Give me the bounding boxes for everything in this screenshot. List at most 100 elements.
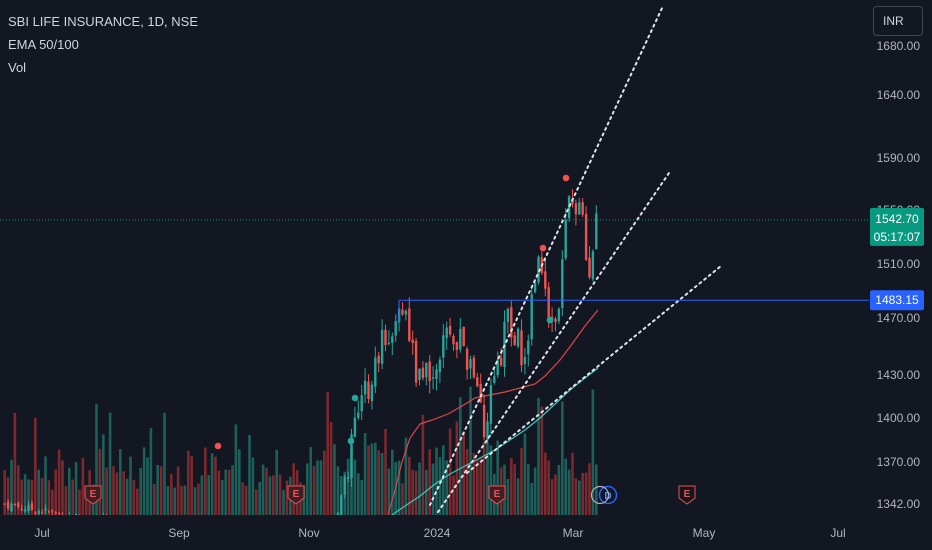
volume-bar xyxy=(112,466,115,515)
volume-bar xyxy=(550,479,554,515)
time-axis[interactable]: Jul Sep Nov 2024 Mar May Jul xyxy=(0,515,932,550)
candle-body xyxy=(455,342,459,350)
volume-bar xyxy=(13,412,17,515)
volume-bar xyxy=(105,467,108,515)
candle-body xyxy=(442,335,445,358)
volume-bar xyxy=(397,460,401,515)
candle-body xyxy=(554,318,557,323)
price-axis-tick: 1590.00 xyxy=(877,151,921,165)
volume-bar xyxy=(557,464,561,515)
volume-bar xyxy=(533,467,537,515)
volume-bar xyxy=(374,442,377,515)
earnings-event-icon[interactable] xyxy=(488,485,506,505)
volume-bar xyxy=(214,456,217,515)
ema-indicator-label[interactable]: EMA 50/100 xyxy=(8,37,79,52)
symbol-title[interactable]: SBI LIFE INSURANCE, 1D, NSE xyxy=(8,14,198,29)
volume-bar xyxy=(445,460,448,515)
volume-bar xyxy=(47,480,51,515)
last-price-value: 1542.70 xyxy=(875,212,919,226)
candle-body xyxy=(588,257,591,278)
candle-body xyxy=(438,359,442,373)
candle-body xyxy=(533,282,537,293)
volume-bar xyxy=(85,486,88,515)
volume-bar xyxy=(438,457,442,515)
volume-bar xyxy=(68,467,71,515)
volume-bar xyxy=(370,443,374,515)
candle-body xyxy=(343,477,346,495)
event-markers[interactable]: E E E ED xyxy=(84,485,696,505)
earnings-event-icon[interactable] xyxy=(84,485,102,505)
trendline[interactable] xyxy=(429,5,664,506)
time-axis-tick: Sep xyxy=(168,526,190,540)
volume-bar xyxy=(74,461,78,515)
candle-body xyxy=(363,380,367,395)
level-price-tag xyxy=(870,290,924,311)
price-axis-tick: 1470.00 xyxy=(877,311,921,325)
candle-body xyxy=(404,311,408,315)
candle-body xyxy=(34,512,37,514)
volume-bar xyxy=(360,480,363,515)
currency-button[interactable]: INR xyxy=(873,6,923,36)
volume-bar xyxy=(20,479,23,515)
price-axis[interactable]: 1680.001640.001590.001550.001510.001470.… xyxy=(877,39,921,511)
volume-bar xyxy=(442,445,445,515)
split-event-icon[interactable] xyxy=(590,485,610,505)
candle-body xyxy=(346,477,350,479)
volume-bar xyxy=(401,483,404,515)
candle-body xyxy=(489,385,493,424)
volume-bar xyxy=(258,481,261,515)
chart-legend: SBI LIFE INSURANCE, 1D, NSE EMA 50/100 V… xyxy=(8,10,198,79)
volume-bar xyxy=(418,462,421,515)
volume-bar xyxy=(421,414,425,515)
volume-bar xyxy=(567,469,571,515)
candle-body xyxy=(377,355,380,364)
volume-bar xyxy=(248,434,251,515)
trendline[interactable] xyxy=(466,265,722,474)
volume-bar xyxy=(523,433,527,515)
volume-indicator-label[interactable]: Vol xyxy=(8,60,27,75)
candle-body xyxy=(394,321,397,336)
volume-bar xyxy=(476,459,479,515)
candle-body xyxy=(380,329,384,364)
price-axis-tick: 1510.00 xyxy=(877,257,921,271)
volume-bar xyxy=(578,480,581,515)
earnings-event-icon[interactable] xyxy=(287,485,305,505)
volume-bar xyxy=(452,475,455,515)
volume-bar xyxy=(241,482,244,515)
earnings-event-icon[interactable] xyxy=(678,485,696,505)
volume-bar xyxy=(581,472,584,515)
candle-body xyxy=(414,340,418,383)
volume-bar xyxy=(40,477,44,515)
volume-bar xyxy=(166,486,170,515)
candle-body xyxy=(357,412,360,418)
candle-body xyxy=(448,326,452,335)
volume-bar xyxy=(336,466,340,515)
candle-body xyxy=(40,512,44,514)
candle-body xyxy=(431,377,435,379)
volume-bar xyxy=(61,460,64,515)
time-axis-tick: May xyxy=(693,526,716,540)
signal-dot xyxy=(546,316,554,324)
volume-bar xyxy=(244,485,248,515)
candle-body xyxy=(567,196,571,219)
volume-bar xyxy=(384,428,387,515)
volume-bar xyxy=(482,441,486,515)
volume-bar xyxy=(231,465,234,515)
volume-bar xyxy=(51,489,54,515)
candle-body xyxy=(578,202,581,215)
candle-body xyxy=(516,328,520,347)
candle-body xyxy=(452,336,455,345)
volume-bar xyxy=(227,469,231,515)
volume-bar xyxy=(510,458,513,515)
volume-bar xyxy=(516,478,520,515)
candle-body xyxy=(23,509,27,512)
volume-bar xyxy=(146,457,149,515)
candle-body xyxy=(581,202,584,215)
trendlines[interactable] xyxy=(398,5,722,513)
volume-bar xyxy=(387,468,391,515)
trendline[interactable] xyxy=(437,172,670,513)
volume-bar xyxy=(520,448,523,515)
volume-bar xyxy=(472,452,476,515)
volume-bar xyxy=(272,475,275,515)
